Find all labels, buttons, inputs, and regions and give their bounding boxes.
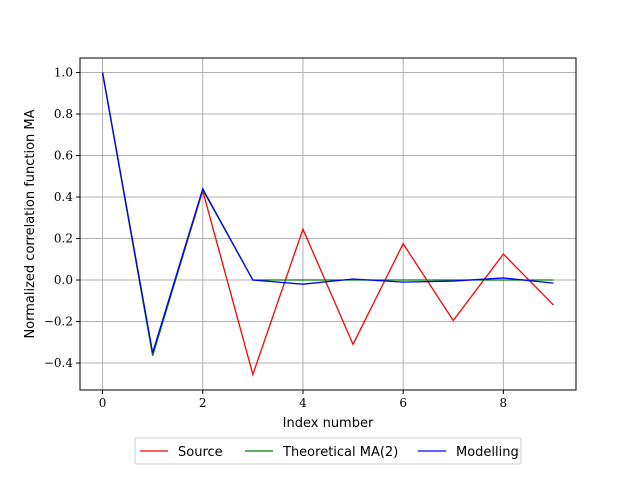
- legend-box: [134, 437, 522, 465]
- y-axis: −0.4 −0.2 0.0 0.2 0.4 0.6 0.8 1.0: [44, 66, 80, 370]
- y-tick-label: 0.2: [54, 232, 73, 246]
- x-tick-label: 6: [399, 396, 407, 410]
- y-tick-label: 0.6: [54, 149, 73, 163]
- series-line-modelling: [101, 72, 554, 353]
- series-line-source: [101, 72, 554, 377]
- x-axis-label: Index number: [283, 416, 374, 431]
- x-tick-label: 8: [500, 396, 508, 410]
- y-tick-label: 1.0: [54, 66, 73, 80]
- series-lines: [101, 72, 554, 377]
- y-tick-label: 0.4: [54, 190, 73, 204]
- legend-label: Modelling: [456, 445, 519, 460]
- y-tick-label: −0.2: [44, 315, 73, 329]
- series-line-theoretical-ma-2: [101, 72, 554, 356]
- grid: [80, 58, 576, 390]
- x-axis: 0 2 4 6 8: [99, 390, 507, 410]
- legend-label: Source: [178, 445, 223, 460]
- y-tick-label: 0.8: [54, 107, 73, 121]
- legend: Source Theoretical MA(2) Modelling: [134, 437, 522, 465]
- y-axis-label: Normalized correlation function MA: [23, 109, 38, 338]
- y-tick-label: −0.4: [44, 356, 74, 370]
- legend-label: Theoretical MA(2): [282, 445, 398, 460]
- x-tick-label: 2: [199, 396, 207, 410]
- x-tick-label: 4: [299, 396, 307, 410]
- plot-frame: [79, 57, 577, 391]
- x-tick-label: 0: [99, 396, 107, 410]
- y-tick-label: 0.0: [54, 273, 73, 287]
